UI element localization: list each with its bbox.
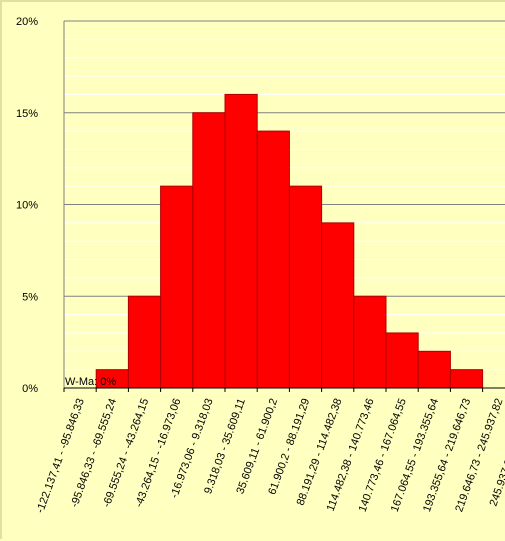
histogram-bar: [321, 222, 355, 389]
histogram-bar: [449, 369, 484, 389]
y-tick-label: 15%: [16, 108, 38, 120]
histogram-bar: [417, 350, 451, 389]
histogram-bar: [192, 112, 226, 389]
histogram-bar: [353, 295, 387, 389]
chart-annotation: W-Ma: 0%: [65, 376, 116, 388]
histogram-bar: [127, 295, 162, 389]
histogram-bar: [385, 332, 419, 389]
histogram-bar: [160, 185, 194, 389]
y-tick-label: 10%: [16, 200, 38, 212]
histogram-bar: [224, 93, 258, 389]
y-tick-label: 20%: [16, 16, 38, 28]
histogram-bar: [288, 185, 323, 389]
histogram-bar: [256, 130, 290, 389]
y-tick-label: 5%: [22, 291, 38, 303]
y-tick-label: 0%: [22, 383, 38, 395]
